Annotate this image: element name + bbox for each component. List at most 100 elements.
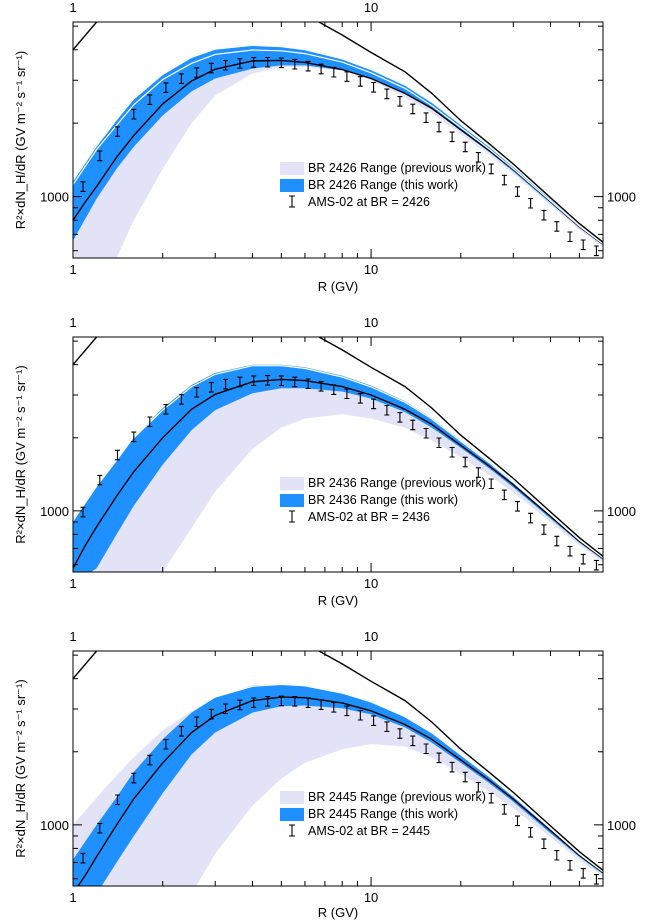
ams02-point [251, 697, 257, 708]
plot-area [73, 651, 603, 886]
ams02-point [331, 384, 337, 395]
legend-entry: BR 2445 Range (previous work) [308, 790, 486, 804]
legend-swatch [280, 179, 304, 192]
ams02-point [208, 708, 214, 720]
x-tick-label: 1 [69, 890, 76, 905]
legend-entry: BR 2436 Range (this work) [308, 493, 458, 507]
ams02-point [357, 76, 363, 87]
outer-curve-line [73, 337, 603, 557]
ams02-point [541, 838, 547, 850]
x-tick-label: 10 [364, 890, 378, 905]
ams02-point [131, 772, 137, 784]
x-axis-label: R (GV) [318, 279, 358, 294]
y-right-tick-label: 1000 [607, 504, 636, 519]
ams02-point [567, 860, 573, 871]
ams02-point [397, 728, 403, 739]
ams02-point [528, 512, 534, 524]
outer-curve-line [73, 651, 603, 871]
ams02-point [163, 738, 169, 750]
x-tick-label: 10 [364, 262, 378, 277]
ams02-point [397, 412, 403, 423]
ams02-point [371, 398, 377, 410]
legend-entry: BR 2426 Range (previous work) [308, 161, 486, 175]
plot-area [73, 337, 603, 572]
ams02-point [147, 416, 153, 428]
ams02-point [251, 375, 257, 386]
ams02-point [178, 73, 184, 84]
y-tick-label: 1000 [40, 504, 69, 519]
ams02-point [541, 209, 547, 221]
legend-entry: AMS-02 at BR = 2426 [308, 195, 430, 209]
ams02-point [410, 103, 416, 115]
ams02-point [528, 197, 534, 209]
y-tick-label: 1000 [40, 190, 69, 205]
legend-errorbar-symbol [289, 195, 295, 208]
plot-frame [72, 21, 604, 259]
outer-curve-line [73, 22, 603, 243]
ams02-point [223, 59, 229, 71]
legend-entry: BR 2436 Range (previous work) [308, 476, 486, 490]
ams02-point [475, 152, 481, 163]
ams02-point [449, 761, 455, 773]
x-top-tick-label: 10 [364, 629, 378, 644]
ams02-point [410, 419, 416, 431]
chart-panel-1: 1 1 10 10 1000 1000 R (GV) R²×dN_H/dR (GV m⁻² s… [13, 0, 636, 294]
ams02-point [554, 221, 560, 232]
ams02-point [223, 378, 229, 390]
legend-swatch [280, 162, 304, 175]
ams02-point [371, 715, 377, 726]
y-axis-label: R²×dN_H/dR (GV m⁻² s⁻¹ sr⁻¹) [13, 679, 28, 857]
axis-ticks [72, 337, 604, 572]
ams02-point [131, 431, 137, 443]
y-axis-label: R²×dN_H/dR (GV m⁻² s⁻¹ sr⁻¹) [13, 51, 28, 229]
model-line [73, 59, 603, 245]
x-top-tick-label: 1 [69, 0, 76, 15]
ams02-point [97, 150, 103, 162]
ams02-point [115, 449, 120, 461]
this-work-band [73, 684, 603, 886]
ams02-point [292, 696, 298, 707]
ams02-point [567, 545, 573, 557]
y-tick-label: 1000 [40, 818, 69, 833]
ams02-point [265, 696, 271, 707]
ams02-point [593, 874, 599, 885]
x-tick-label: 1 [69, 576, 76, 591]
ams02-point [475, 467, 481, 478]
legend: BR 2426 Range (previous work) BR 2426 Ran… [280, 161, 486, 209]
ams02-point [278, 57, 284, 69]
ams02-point [147, 94, 153, 105]
ams02-point [318, 381, 324, 392]
y-right-tick-label: 1000 [607, 818, 636, 833]
ams02-point [194, 387, 200, 398]
ams02-point [194, 716, 200, 728]
ams02-point [384, 721, 390, 732]
ams02-point [292, 58, 298, 70]
ams02-point [331, 702, 337, 713]
axis-ticks [72, 651, 604, 886]
legend-swatch [280, 791, 304, 804]
ams02-points [80, 56, 599, 257]
ams02-point [541, 524, 547, 535]
ams02-point [423, 427, 429, 439]
legend-entry: AMS-02 at BR = 2436 [308, 510, 430, 524]
x-axis-label: R (GV) [318, 593, 358, 608]
plot-frame [72, 650, 604, 887]
ams02-point [80, 506, 86, 518]
chart-panel-3: 1 1 10 10 1000 1000 R (GV) R²×dN_H/dR (GV m⁻² s… [13, 629, 636, 920]
ams02-point [163, 82, 169, 93]
x-tick-label: 1 [69, 262, 76, 277]
ams02-point [475, 781, 481, 793]
ams02-point [237, 58, 243, 69]
ams02-point [115, 794, 120, 806]
model-line [73, 378, 603, 569]
y-axis-label: R²×dN_H/dR (GV m⁻² s⁻¹ sr⁻¹) [13, 365, 28, 543]
ams02-point [97, 474, 103, 486]
ams02-point [462, 141, 468, 153]
ams02-point [208, 382, 214, 393]
x-top-tick-label: 10 [364, 0, 378, 15]
ams02-point [515, 501, 520, 512]
ams02-point [567, 231, 573, 243]
ams02-point [515, 815, 520, 827]
legend-entry: BR 2445 Range (this work) [308, 807, 458, 821]
y-right-tick-label: 1000 [607, 190, 636, 205]
